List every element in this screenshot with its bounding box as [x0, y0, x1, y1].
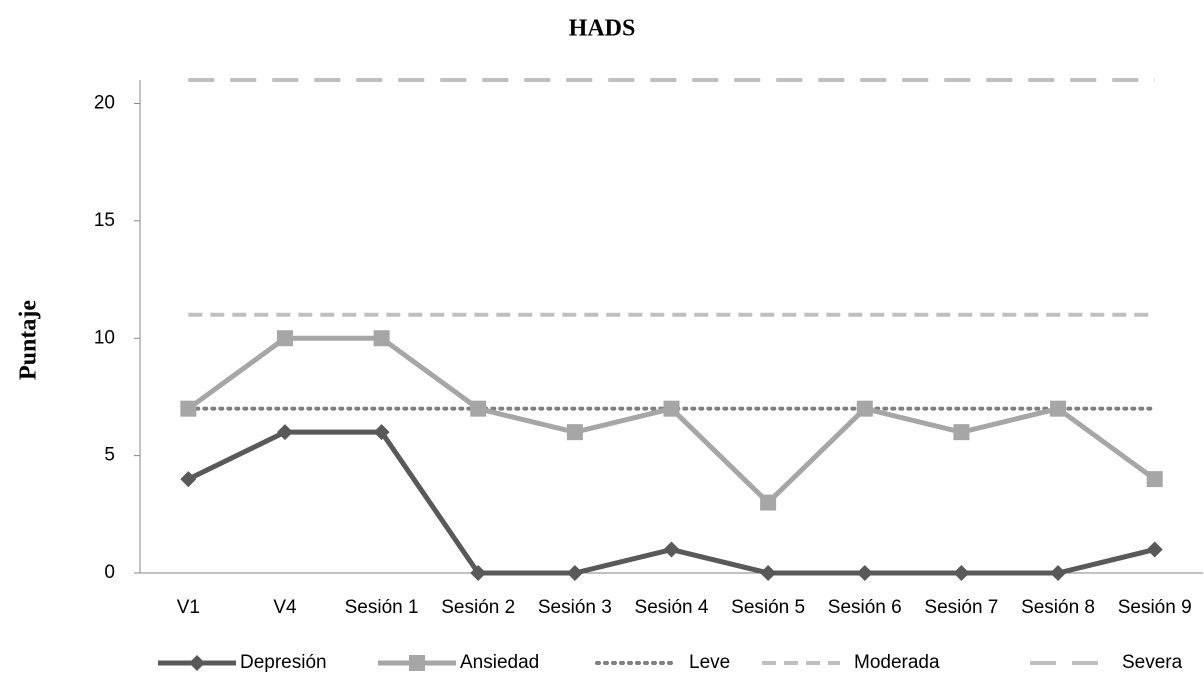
y-tick-label: 5: [104, 445, 115, 466]
y-axis-label: Puntaje: [16, 300, 42, 380]
series-line: [186, 335, 1157, 507]
marker: [566, 424, 583, 441]
marker: [953, 424, 970, 441]
marker: [276, 424, 293, 441]
x-tick-label: Sesión 3: [538, 597, 612, 618]
marker: [760, 565, 777, 581]
x-tick-label: Sesión 7: [924, 597, 998, 618]
x-tick-label: Sesión 9: [1118, 597, 1192, 618]
marker: [470, 400, 487, 417]
y-tick-label: 20: [94, 92, 115, 113]
marker: [180, 400, 197, 417]
x-tick-label: V1: [177, 597, 200, 618]
x-tick-label: Sesión 6: [828, 597, 902, 618]
marker: [1146, 541, 1163, 558]
marker: [1050, 400, 1067, 417]
marker: [373, 330, 390, 347]
marker: [856, 400, 873, 417]
x-tick-label: V4: [273, 597, 297, 618]
legend-label: Ansiedad: [460, 652, 539, 673]
marker: [566, 565, 583, 581]
x-tick-label: Sesión 1: [345, 597, 419, 618]
legend-label: Leve: [689, 652, 730, 673]
legend-label: Depresión: [240, 652, 327, 673]
marker: [1050, 565, 1067, 581]
marker: [663, 400, 680, 417]
x-tick-label: Sesión 4: [635, 597, 709, 618]
marker: [276, 330, 293, 347]
marker: [373, 424, 390, 441]
marker: [180, 471, 197, 488]
marker: [189, 655, 205, 671]
marker: [409, 655, 425, 671]
marker: [953, 565, 970, 581]
x-tick-label: Sesión 8: [1021, 597, 1095, 618]
marker: [663, 541, 680, 558]
x-tick-label: Sesión 2: [441, 597, 515, 618]
y-tick-label: 15: [94, 210, 115, 231]
legend-label: Severa: [1122, 652, 1183, 673]
legend-label: Moderada: [854, 652, 940, 673]
y-tick-label: 10: [94, 327, 115, 348]
x-tick-label: Sesión 5: [731, 597, 805, 618]
marker: [856, 565, 873, 581]
marker: [1146, 471, 1163, 488]
chart-title: HADS: [569, 16, 636, 42]
marker: [760, 494, 777, 511]
y-tick-label: 0: [104, 562, 115, 583]
marker: [470, 565, 487, 581]
